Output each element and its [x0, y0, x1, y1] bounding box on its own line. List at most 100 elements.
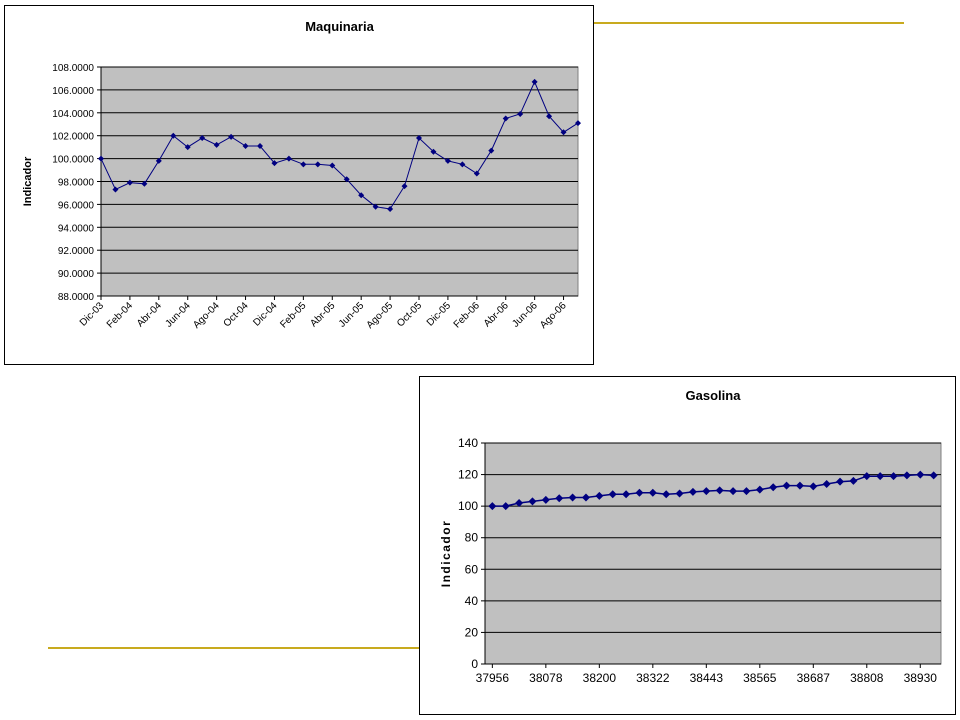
data-point [257, 143, 263, 150]
data-point [228, 133, 235, 140]
x-tick-label: Dic-05 [425, 300, 454, 329]
data-point [608, 490, 617, 499]
x-tick-label: Abr-04 [135, 300, 164, 329]
maquinaria-chart: Maquinaria 88.0000 90.0000 92.0000 94.0000 96… [22, 19, 581, 331]
y-axis-label: Indicador [439, 520, 453, 588]
data-point [755, 485, 764, 494]
y-tick-label: 92.0000 [58, 246, 95, 257]
y-tick-label: 20 [465, 625, 479, 639]
data-point [528, 497, 537, 506]
data-point [112, 186, 119, 193]
data-point [581, 493, 590, 502]
x-tick-label: Abr-06 [482, 300, 511, 329]
data-point [622, 490, 631, 499]
x-tick-label: 38687 [797, 671, 831, 685]
x-tick-label: Feb-04 [105, 300, 135, 330]
x-tick-label: Ago-06 [538, 300, 569, 331]
x-tick-label: Oct-04 [222, 300, 251, 329]
y-tick-label: 60 [465, 562, 479, 576]
y-tick-label: 94.0000 [58, 223, 95, 234]
x-tick-label: Feb-06 [452, 300, 482, 330]
data-point [568, 493, 577, 502]
data-point [343, 176, 350, 183]
data-point [782, 481, 791, 490]
data-point [742, 487, 751, 496]
data-point [517, 110, 524, 117]
x-tick-label: Oct-05 [395, 300, 424, 329]
data-point [929, 471, 938, 480]
data-point [531, 78, 538, 85]
y-tick-label: 90.0000 [58, 269, 95, 280]
x-tick-label: 38808 [850, 671, 884, 685]
data-point [459, 161, 466, 168]
data-point [285, 155, 292, 162]
data-point [314, 161, 321, 168]
data-point [401, 183, 408, 190]
data-point [213, 141, 220, 148]
data-point [501, 502, 510, 511]
gasolina-chart: Gasolina 0 20 40 60 80 100 120 140 Indicador 37956… [439, 388, 942, 685]
x-tick-label: Dic-03 [78, 300, 107, 329]
data-point [488, 147, 495, 154]
data-point [141, 180, 148, 187]
data-point [126, 179, 133, 186]
chart-title: Maquinaria [305, 19, 374, 34]
data-point [555, 494, 564, 503]
data-point [515, 498, 524, 507]
data-point [809, 482, 818, 491]
data-point [902, 471, 911, 480]
data-point [575, 120, 581, 127]
data-point [372, 203, 379, 210]
data-point [595, 491, 604, 500]
x-tick-label: Dic-04 [251, 300, 280, 329]
data-point [769, 483, 778, 492]
data-point [662, 490, 671, 499]
y-tick-label: 40 [465, 594, 479, 608]
y-tick-label: 0 [471, 657, 478, 671]
maquinaria-chart-frame: Maquinaria 88.0000 90.0000 92.0000 94.0000 96… [4, 5, 594, 365]
decorative-line-top-right [592, 22, 904, 24]
data-point [648, 488, 657, 497]
data-point [184, 144, 191, 151]
x-tick-label: 38200 [583, 671, 617, 685]
data-point [473, 170, 480, 177]
decorative-line-bottom-left [48, 647, 424, 649]
data-point [358, 192, 365, 199]
data-point [155, 157, 162, 164]
x-tick-label: 38930 [904, 671, 938, 685]
y-tick-label: 80 [465, 531, 479, 545]
data-point [444, 157, 451, 164]
y-tick-label: 96.0000 [58, 200, 95, 211]
x-tick-label: Ago-05 [365, 300, 396, 331]
data-point [702, 487, 711, 496]
y-tick-label: 140 [458, 436, 478, 450]
x-tick-label: Jun-04 [163, 300, 193, 330]
x-tick-label: Abr-05 [308, 300, 337, 329]
data-point [862, 472, 871, 481]
y-tick-label: 108.0000 [52, 63, 94, 74]
data-point [715, 486, 724, 495]
data-point [199, 134, 206, 141]
data-point [729, 487, 738, 496]
series-line [100, 80, 579, 210]
x-tick-label: 38565 [743, 671, 777, 685]
data-point [387, 205, 394, 212]
x-tick-label: Feb-05 [278, 300, 308, 330]
y-tick-label: 88.0000 [58, 292, 95, 303]
data-point [430, 148, 437, 155]
data-point [502, 115, 509, 122]
gasolina-chart-frame: Gasolina 0 20 40 60 80 100 120 140 Indicador 37956… [419, 376, 956, 715]
x-tick-label: Jun-06 [510, 300, 540, 330]
data-point [889, 472, 898, 481]
y-tick-label: 104.0000 [52, 109, 94, 120]
data-point [849, 476, 858, 485]
data-point [795, 481, 804, 490]
y-axis-label: Indicador [22, 156, 34, 206]
data-point [546, 113, 553, 120]
y-tick-label: 100 [458, 499, 478, 513]
data-point [329, 162, 336, 169]
data-point [635, 488, 644, 497]
data-point [416, 134, 422, 141]
data-point [560, 129, 567, 136]
x-tick-label: Jun-05 [337, 300, 367, 330]
